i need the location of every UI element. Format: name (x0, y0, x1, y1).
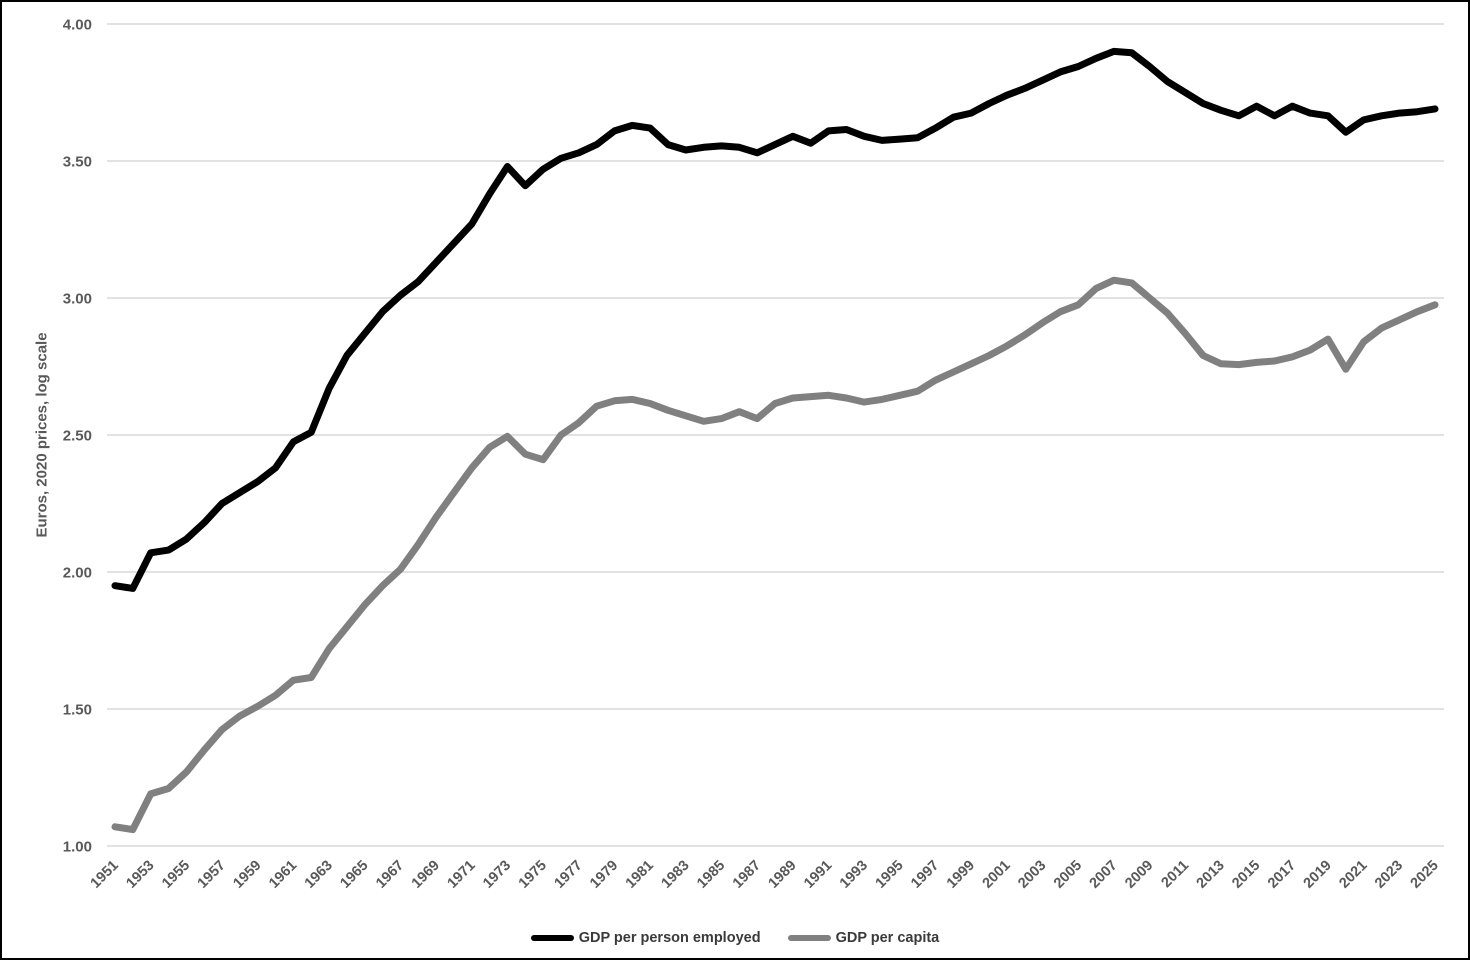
x-tick-label: 1963 (302, 858, 336, 892)
y-axis-title: Euros, 2020 prices, log scale (33, 332, 51, 538)
x-tick-label: 1983 (658, 858, 692, 892)
legend-item-gdp-per-capita: GDP per capita (787, 930, 940, 946)
legend-label-gdp-per-capita: GDP per capita (835, 930, 940, 946)
x-tick-label: 1961 (266, 858, 300, 892)
x-tick-label: 2015 (1229, 858, 1263, 892)
x-tick-label: 1979 (587, 858, 621, 892)
x-tick-label: 1973 (480, 858, 514, 892)
y-tick-label: 2.00 (63, 565, 92, 582)
x-tick-label: 1955 (159, 858, 193, 892)
y-tick-label: 3.50 (63, 154, 92, 171)
x-tick-label: 2009 (1122, 858, 1156, 892)
x-tick-label: 2023 (1372, 858, 1406, 892)
x-tick-label: 2019 (1301, 858, 1335, 892)
y-tick-label: 2.50 (63, 428, 92, 445)
x-tick-label: 1991 (801, 858, 835, 892)
x-tick-label: 2011 (1159, 858, 1193, 892)
x-tick-label: 1997 (908, 858, 942, 892)
series-line-gdp-per-person-employed (111, 47, 1439, 592)
x-tick-label: 1981 (623, 858, 657, 892)
x-tick-label: 1951 (88, 858, 122, 892)
x-tick-label: 2025 (1408, 858, 1442, 892)
x-tick-label: 2005 (1051, 858, 1085, 892)
x-tick-label: 1977 (551, 858, 585, 892)
x-tick-label: 1987 (730, 858, 764, 892)
x-tick-label: 1969 (409, 858, 443, 892)
y-tick-label: 4.00 (63, 17, 92, 34)
x-tick-label: 1957 (195, 858, 229, 892)
x-tick-label: 2013 (1194, 858, 1228, 892)
legend-swatch-gray-line-icon (787, 935, 831, 941)
legend-label-gdp-per-person-employed: GDP per person employed (578, 930, 761, 946)
x-tick-label: 1971 (444, 858, 478, 892)
x-tick-label: 1985 (694, 858, 728, 892)
x-tick-label: 1959 (230, 858, 264, 892)
y-tick-label: 3.00 (63, 291, 92, 308)
y-tick-label: 1.50 (63, 702, 92, 719)
legend-item-gdp-per-person-employed: GDP per person employed (530, 930, 761, 946)
x-tick-label: 2007 (1087, 858, 1121, 892)
x-tick-label: 2021 (1336, 858, 1370, 892)
x-tick-label: 1993 (837, 858, 871, 892)
legend: GDP per person employed GDP per capita (2, 930, 1468, 946)
x-tick-label: 1975 (516, 858, 550, 892)
x-tick-label: 1953 (123, 858, 157, 892)
x-tick-label: 2003 (1015, 858, 1049, 892)
x-tick-label: 1995 (873, 858, 907, 892)
y-tick-label: 1.00 (63, 839, 92, 856)
x-tick-label: 1989 (765, 858, 799, 892)
x-tick-label: 2001 (980, 858, 1014, 892)
x-tick-label: 2017 (1265, 858, 1299, 892)
x-tick-label: 1965 (337, 858, 371, 892)
x-tick-label: 1967 (373, 858, 407, 892)
legend-swatch-black-line-icon (530, 935, 574, 941)
series-line-gdp-per-capita (111, 276, 1439, 834)
x-tick-label: 1999 (944, 858, 978, 892)
